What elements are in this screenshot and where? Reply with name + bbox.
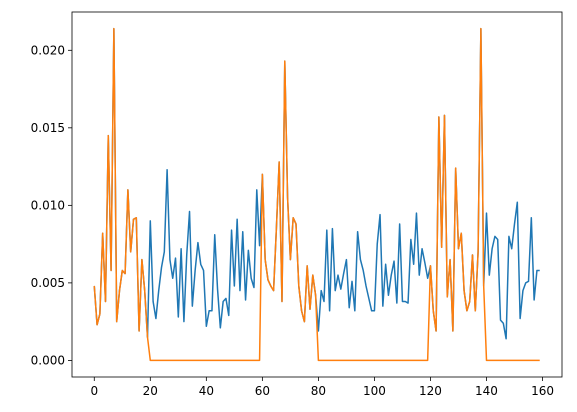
x-tick-label: 140 [475, 384, 498, 398]
x-tick-label: 0 [90, 384, 98, 398]
series-line [93, 27, 540, 340]
y-tick-label: 0.000 [31, 353, 65, 367]
y-tick-label: 0.015 [31, 121, 65, 135]
y-tick-label: 0.020 [31, 43, 65, 57]
y-tick-label: 0.010 [31, 198, 65, 212]
x-tick-label: 80 [311, 384, 326, 398]
x-tick-label: 20 [143, 384, 158, 398]
series-line [93, 27, 540, 362]
x-tick-label: 120 [419, 384, 442, 398]
axes-frame [71, 11, 563, 378]
x-tick-label: 40 [199, 384, 214, 398]
x-tick-label: 100 [363, 384, 386, 398]
y-tick-label: 0.005 [31, 276, 65, 290]
x-tick-label: 60 [255, 384, 270, 398]
x-tick-label: 160 [531, 384, 554, 398]
